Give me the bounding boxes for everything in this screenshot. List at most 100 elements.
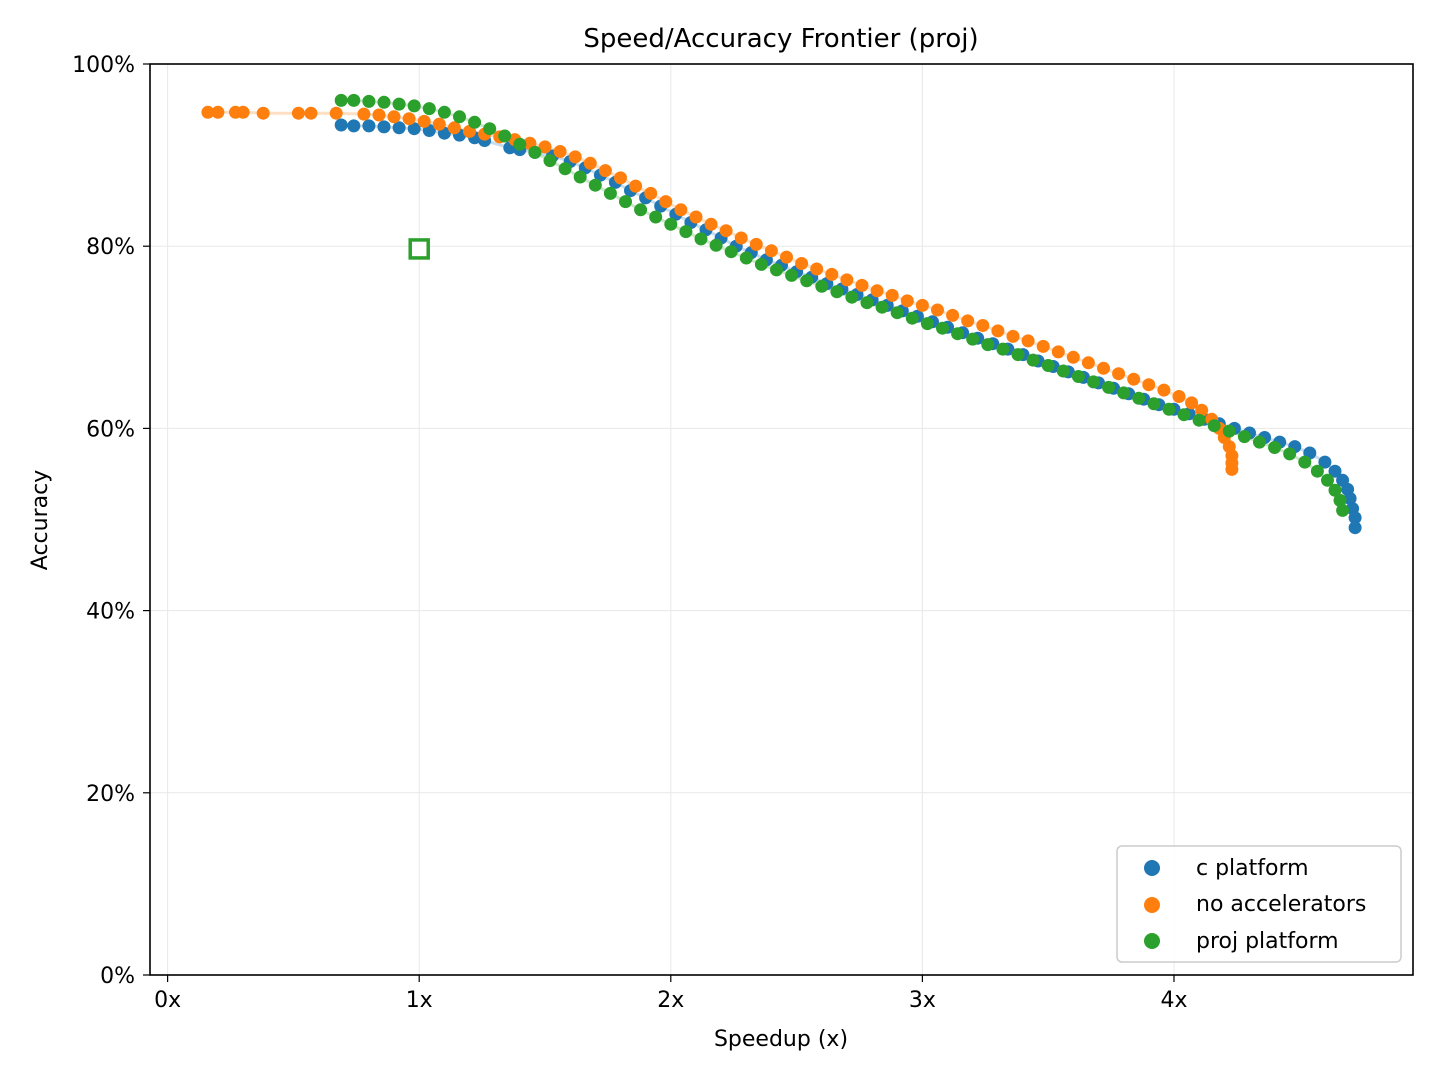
data-point-no-accelerators xyxy=(1185,396,1199,410)
data-point-no-accelerators xyxy=(961,314,975,328)
data-point-no-accelerators xyxy=(304,106,318,120)
data-point-no-accelerators xyxy=(432,117,446,131)
data-point-proj-platform xyxy=(785,268,799,282)
data-point-no-accelerators xyxy=(417,114,431,128)
data-point-proj-platform xyxy=(1011,348,1025,362)
data-point-proj-platform xyxy=(920,317,934,331)
data-point-proj-platform xyxy=(815,279,829,293)
data-point-proj-platform xyxy=(996,342,1010,356)
data-point-c-platform xyxy=(1318,455,1332,469)
data-point-proj-platform xyxy=(981,338,995,352)
data-point-no-accelerators xyxy=(991,324,1005,338)
data-point-proj-platform xyxy=(694,232,708,246)
data-point-no-accelerators xyxy=(568,150,582,164)
data-point-proj-platform xyxy=(679,225,693,239)
legend: c platform no accelerators proj platform xyxy=(1116,845,1402,963)
data-point-proj-platform xyxy=(1056,364,1070,378)
data-point-proj-platform xyxy=(1207,419,1221,433)
data-point-proj-platform xyxy=(905,311,919,325)
data-point-no-accelerators xyxy=(357,107,371,121)
data-point-no-accelerators xyxy=(734,231,748,245)
data-point-proj-platform xyxy=(392,97,406,111)
data-point-no-accelerators xyxy=(855,278,869,292)
legend-box xyxy=(1116,845,1402,963)
data-point-no-accelerators xyxy=(764,244,778,258)
data-point-proj-platform xyxy=(724,245,738,259)
data-point-c-platform xyxy=(1348,521,1362,535)
x-tick-label: 3x xyxy=(909,988,936,1013)
data-point-no-accelerators xyxy=(689,210,703,224)
data-point-proj-platform xyxy=(845,290,859,304)
data-point-no-accelerators xyxy=(674,203,688,217)
data-point-proj-platform xyxy=(407,99,421,113)
data-point-proj-platform xyxy=(860,296,874,310)
legend-swatch-c-platform xyxy=(1144,860,1160,876)
data-point-proj-platform xyxy=(1336,503,1350,517)
axis-ticks: 0x 1x 2x 3x 4x 0% 20% 40% 60% 80% 100% xyxy=(72,53,1187,1013)
data-point-no-accelerators xyxy=(291,106,305,120)
data-point-no-accelerators xyxy=(810,262,824,276)
data-point-proj-platform xyxy=(1132,391,1146,405)
data-point-proj-platform xyxy=(770,263,783,277)
data-point-no-accelerators xyxy=(583,156,597,170)
data-point-proj-platform xyxy=(437,105,451,119)
data-point-proj-platform xyxy=(1087,375,1100,389)
data-point-no-accelerators xyxy=(1127,372,1141,386)
data-point-proj-platform xyxy=(1333,493,1347,507)
data-point-proj-platform xyxy=(1283,447,1297,461)
data-point-no-accelerators xyxy=(1112,367,1126,381)
data-point-proj-platform xyxy=(362,94,376,108)
data-point-proj-platform xyxy=(1177,408,1191,422)
baseline-marker-layer xyxy=(408,238,430,260)
data-point-proj-platform xyxy=(603,186,617,200)
data-point-proj-platform xyxy=(1222,424,1236,438)
data-point-no-accelerators xyxy=(1172,390,1186,403)
data-point-no-accelerators xyxy=(719,224,733,238)
data-point-proj-platform xyxy=(1253,435,1266,449)
data-points xyxy=(201,93,1362,535)
data-point-no-accelerators xyxy=(915,298,929,312)
data-point-proj-platform xyxy=(558,162,572,176)
data-point-no-accelerators xyxy=(1051,345,1065,359)
data-point-no-accelerators xyxy=(372,108,386,122)
data-point-proj-platform xyxy=(936,321,949,335)
data-point-proj-platform xyxy=(1321,473,1334,487)
data-point-proj-platform xyxy=(1310,464,1324,478)
data-point-proj-platform xyxy=(619,195,632,209)
data-point-proj-platform xyxy=(468,115,482,129)
data-point-proj-platform xyxy=(800,274,814,288)
legend-label-no-accelerators: no accelerators xyxy=(1196,892,1366,917)
data-point-no-accelerators xyxy=(644,186,658,200)
data-point-proj-platform xyxy=(543,154,557,168)
data-point-proj-platform xyxy=(664,217,678,231)
data-point-proj-platform xyxy=(1268,441,1282,454)
legend-label-proj-platform: proj platform xyxy=(1196,929,1339,954)
data-point-no-accelerators xyxy=(946,308,960,322)
data-point-proj-platform xyxy=(588,178,602,192)
data-point-proj-platform xyxy=(347,93,361,107)
legend-swatch-no-accelerators xyxy=(1144,897,1160,913)
data-point-no-accelerators xyxy=(795,257,809,270)
data-point-proj-platform xyxy=(1117,386,1131,400)
y-tick-label: 40% xyxy=(86,600,135,625)
data-point-no-accelerators xyxy=(402,112,416,126)
data-point-proj-platform xyxy=(334,93,348,107)
data-point-no-accelerators xyxy=(447,121,461,135)
legend-swatch-proj-platform xyxy=(1144,933,1160,949)
data-point-no-accelerators xyxy=(885,288,899,302)
data-point-c-platform xyxy=(377,120,391,134)
data-point-no-accelerators xyxy=(931,303,944,317)
data-point-c-platform xyxy=(1328,464,1342,478)
data-point-no-accelerators xyxy=(538,140,552,154)
x-tick-label: 4x xyxy=(1160,988,1187,1013)
data-point-proj-platform xyxy=(1102,380,1116,394)
data-point-no-accelerators xyxy=(659,195,673,209)
y-tick-label: 20% xyxy=(86,782,135,807)
data-point-proj-platform xyxy=(875,300,889,314)
data-point-proj-platform xyxy=(951,327,965,341)
data-point-proj-platform xyxy=(1237,430,1251,444)
data-point-proj-platform xyxy=(739,251,753,265)
data-point-proj-platform xyxy=(634,203,648,217)
data-point-no-accelerators xyxy=(1021,334,1035,348)
